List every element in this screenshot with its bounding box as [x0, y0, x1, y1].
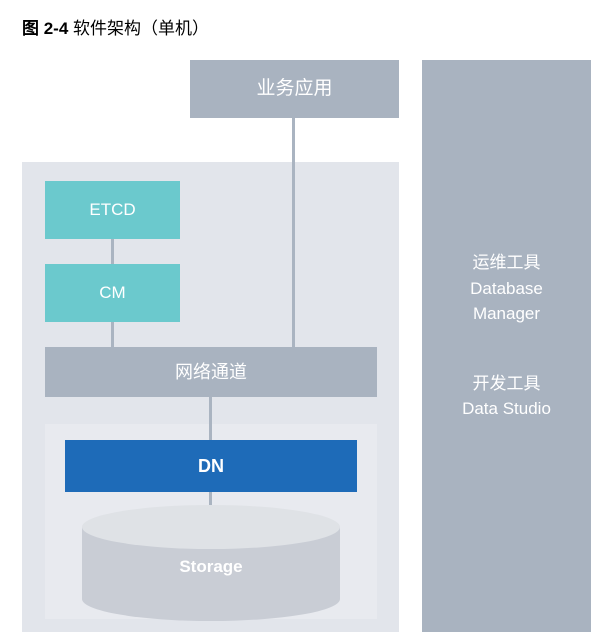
connector — [209, 397, 212, 440]
figure-caption: 软件架构（单机） — [68, 19, 209, 38]
figure-title: 图 2-4 软件架构（单机） — [22, 14, 209, 39]
dev-tools-title: 开发工具 — [422, 371, 591, 397]
dn-box: DN — [65, 440, 357, 492]
ops-tools-title: 运维工具 — [422, 250, 591, 276]
cm-box: CM — [45, 264, 180, 322]
diagram-canvas: 业务应用 ETCD CM 网络通道 DN Storage 运维工具DatabaseManag… — [22, 50, 591, 632]
network-channel-box: 网络通道 — [45, 347, 377, 397]
business-app-box: 业务应用 — [190, 60, 399, 118]
ops-tools-sub: DatabaseManager — [422, 276, 591, 327]
tools-panel-content: 运维工具DatabaseManager 开发工具Data Studio — [422, 250, 591, 422]
connector — [111, 322, 114, 347]
connector — [111, 239, 114, 264]
dev-tools-sub: Data Studio — [422, 396, 591, 422]
connector — [292, 118, 295, 347]
storage-label: Storage — [82, 535, 340, 599]
etcd-box: ETCD — [45, 181, 180, 239]
figure-number: 图 2-4 — [22, 19, 68, 38]
tools-panel: 运维工具DatabaseManager 开发工具Data Studio — [422, 60, 591, 632]
